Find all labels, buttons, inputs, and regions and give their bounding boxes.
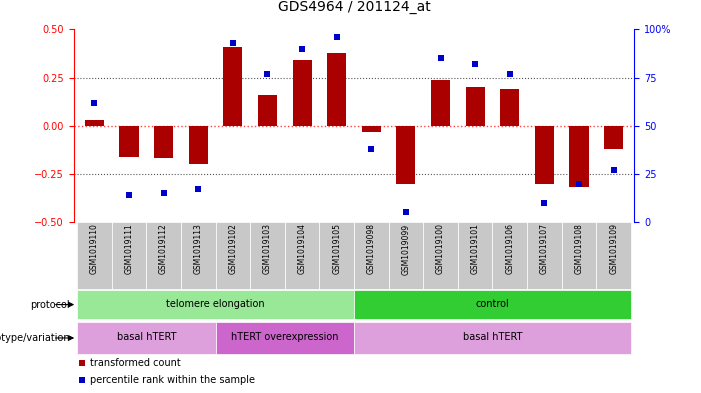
Bar xyxy=(458,222,493,289)
Text: GSM1019099: GSM1019099 xyxy=(402,223,410,274)
Text: percentile rank within the sample: percentile rank within the sample xyxy=(90,375,255,385)
Text: GSM1019106: GSM1019106 xyxy=(505,223,515,274)
Bar xyxy=(354,222,388,289)
Bar xyxy=(493,222,527,289)
Bar xyxy=(465,87,484,126)
Bar xyxy=(423,222,458,289)
Bar xyxy=(77,290,354,319)
Bar xyxy=(147,222,181,289)
Text: telomere elongation: telomere elongation xyxy=(166,299,265,309)
Bar xyxy=(111,222,147,289)
Text: basal hTERT: basal hTERT xyxy=(116,332,176,342)
Bar xyxy=(250,222,285,289)
Text: genotype/variation: genotype/variation xyxy=(0,333,70,343)
Bar xyxy=(388,222,423,289)
Text: control: control xyxy=(475,299,510,309)
Text: GSM1019113: GSM1019113 xyxy=(193,223,203,274)
Bar xyxy=(285,222,320,289)
Bar xyxy=(77,222,111,289)
Text: protocol: protocol xyxy=(30,299,70,310)
Bar xyxy=(119,126,139,156)
Bar xyxy=(189,126,207,164)
Bar xyxy=(258,95,277,126)
Text: GSM1019098: GSM1019098 xyxy=(367,223,376,274)
Text: GSM1019104: GSM1019104 xyxy=(298,223,306,274)
Bar xyxy=(327,53,346,126)
Bar xyxy=(535,126,554,184)
Text: GSM1019108: GSM1019108 xyxy=(575,223,583,274)
Bar xyxy=(396,126,416,184)
Text: GSM1019112: GSM1019112 xyxy=(159,223,168,274)
Bar xyxy=(85,120,104,126)
Bar xyxy=(362,126,381,132)
Text: GSM1019111: GSM1019111 xyxy=(125,223,133,274)
Text: GSM1019102: GSM1019102 xyxy=(229,223,238,274)
Text: GSM1019109: GSM1019109 xyxy=(609,223,618,274)
Text: GDS4964 / 201124_at: GDS4964 / 201124_at xyxy=(278,0,430,14)
Text: GSM1019110: GSM1019110 xyxy=(90,223,99,274)
Bar xyxy=(354,322,631,354)
Bar xyxy=(77,322,215,354)
Bar xyxy=(527,222,562,289)
Text: transformed count: transformed count xyxy=(90,358,181,368)
Bar xyxy=(501,89,519,126)
Bar xyxy=(215,322,354,354)
Bar xyxy=(320,222,354,289)
Bar xyxy=(181,222,215,289)
Bar xyxy=(224,47,243,126)
Bar xyxy=(562,222,597,289)
Text: GSM1019107: GSM1019107 xyxy=(540,223,549,274)
Text: GSM1019105: GSM1019105 xyxy=(332,223,341,274)
Bar xyxy=(604,126,623,149)
Bar xyxy=(292,60,312,126)
Text: GSM1019100: GSM1019100 xyxy=(436,223,445,274)
Bar xyxy=(354,290,631,319)
Bar xyxy=(569,126,589,187)
Text: basal hTERT: basal hTERT xyxy=(463,332,522,342)
Bar xyxy=(597,222,631,289)
Text: GSM1019103: GSM1019103 xyxy=(263,223,272,274)
Text: hTERT overexpression: hTERT overexpression xyxy=(231,332,339,342)
Bar xyxy=(154,126,173,158)
Text: GSM1019101: GSM1019101 xyxy=(470,223,479,274)
Bar xyxy=(431,79,450,126)
Bar xyxy=(215,222,250,289)
